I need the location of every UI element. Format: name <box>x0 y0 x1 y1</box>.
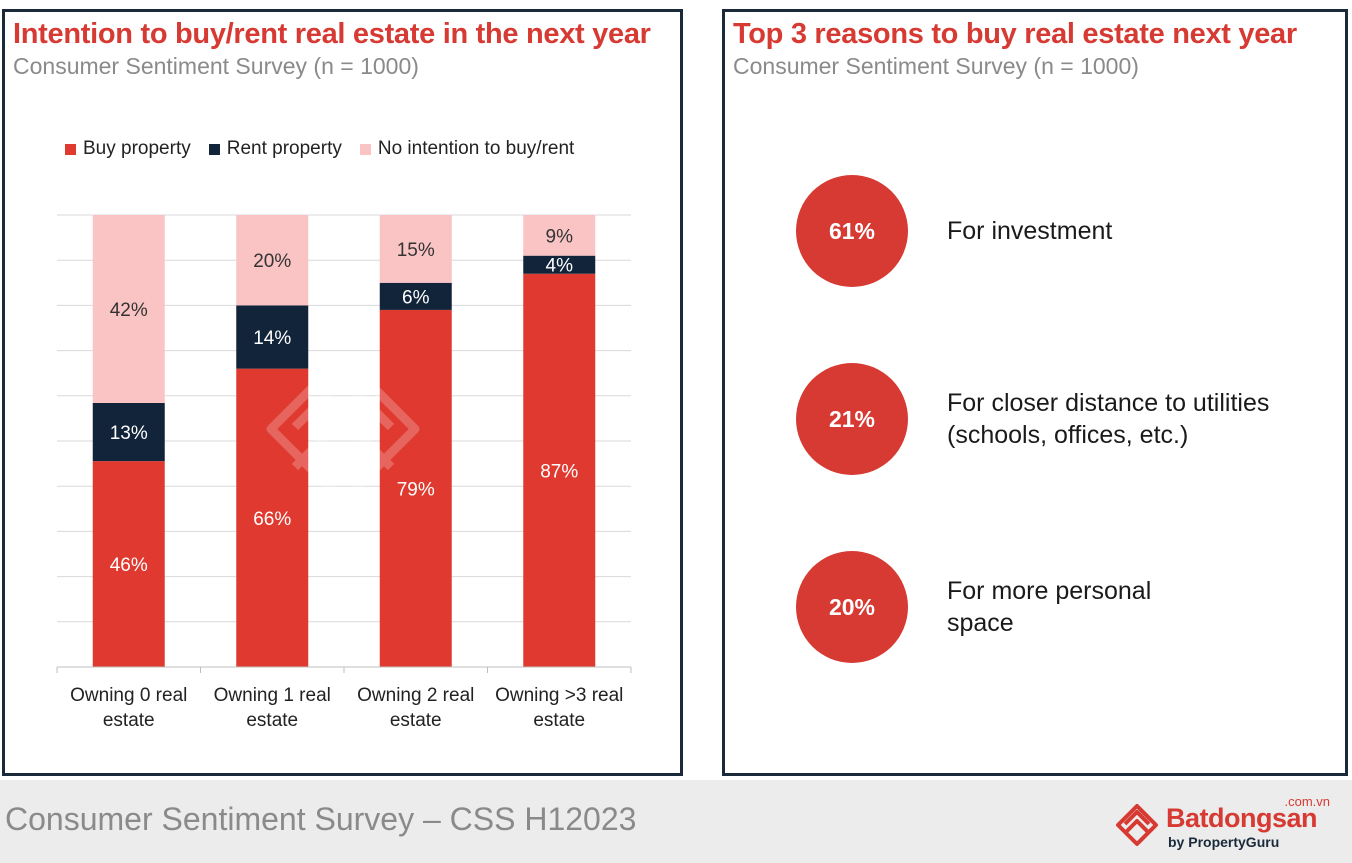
category-label: Owning >3 real <box>495 685 623 706</box>
data-label: 13% <box>110 423 148 444</box>
reasons-title: Top 3 reasons to buy real estate next ye… <box>733 18 1297 50</box>
chart-legend: Buy property Rent property No intention … <box>65 138 592 160</box>
data-label: 46% <box>110 555 148 576</box>
chart-subtitle: Consumer Sentiment Survey (n = 1000) <box>13 53 419 79</box>
reason-3-text: For more personal space <box>947 575 1151 639</box>
watermark-chevron <box>291 414 395 471</box>
data-label: 15% <box>397 240 435 261</box>
watermark-logo-icon <box>266 352 420 506</box>
bar-segment <box>92 402 165 462</box>
data-label: 79% <box>397 479 435 500</box>
bars <box>92 215 596 667</box>
bar-segment <box>379 215 452 283</box>
category-label: estate <box>246 710 298 731</box>
category-label: estate <box>390 710 442 731</box>
bar-segment <box>92 461 165 667</box>
category-label: Owning 0 real <box>70 685 187 706</box>
reason-1-text: For investment <box>947 215 1112 247</box>
legend-swatch-buy <box>65 143 76 155</box>
reason-1-line1: For investment <box>947 217 1113 245</box>
legend-item-buy: Buy property <box>65 138 191 160</box>
footer: Consumer Sentiment Survey – CSS H12023 .… <box>0 780 1352 863</box>
watermark-diamond <box>266 352 420 506</box>
data-label: 6% <box>402 287 430 308</box>
reason-2-line1: For closer distance to utilities <box>947 389 1270 417</box>
chart-panel: Intention to buy/rent real estate in the… <box>2 9 683 776</box>
brand-subtitle: by PropertyGuru <box>1168 834 1280 850</box>
stacked-bar-chart: 46% 13% 42% 66% 14% 20% 79% 6% 15% 87% 4% 9% Owning… <box>56 214 632 731</box>
category-label: Owning 1 real <box>214 685 331 706</box>
reason-3-percent-badge: 20% <box>796 551 908 663</box>
data-label: 14% <box>253 328 291 349</box>
data-label: 42% <box>110 300 148 321</box>
reasons-subtitle: Consumer Sentiment Survey (n = 1000) <box>733 53 1139 79</box>
data-labels: 46% 13% 42% 66% 14% 20% 79% 6% 15% 87% 4% 9% <box>110 226 579 576</box>
bar-segment <box>92 215 165 403</box>
chart-title: Intention to buy/rent real estate in the… <box>13 18 651 50</box>
bar-segment <box>236 305 309 369</box>
data-label: 66% <box>253 509 291 530</box>
data-label: 87% <box>540 461 578 482</box>
legend-label-buy: Buy property <box>83 138 191 159</box>
legend-item-rent: Rent property <box>208 138 342 160</box>
footer-text: Consumer Sentiment Survey – CSS H12023 <box>5 801 637 837</box>
brand-tld: .com.vn <box>1284 794 1330 809</box>
brand-name: Batdongsan <box>1166 803 1318 833</box>
bar-segment <box>523 255 596 274</box>
reason-3-line1: For more personal <box>947 577 1152 605</box>
reason-2-percent-badge: 21% <box>796 363 908 475</box>
x-axis: Owning 0 real estate Owning 1 real estate Ow… <box>56 666 632 731</box>
bar-segment <box>523 273 596 667</box>
bar-segment <box>379 309 452 667</box>
legend-label-rent: Rent property <box>226 138 342 159</box>
batdongsan-logo-icon <box>1116 804 1158 846</box>
bar-segment <box>379 282 452 310</box>
reason-1-percent-badge: 61% <box>796 175 908 287</box>
bar-segment <box>236 368 309 667</box>
watermark-chevron <box>291 374 395 431</box>
bar-segment <box>523 215 596 256</box>
legend-swatch-rent <box>208 143 220 155</box>
reason-2-text: For closer distance to utilities (school… <box>947 387 1269 451</box>
legend-label-no-intention: No intention to buy/rent <box>377 138 575 159</box>
bar-segment <box>236 215 309 306</box>
reasons-panel: Top 3 reasons to buy real estate next ye… <box>722 9 1348 776</box>
legend-item-no-intention: No intention to buy/rent <box>359 138 575 160</box>
data-label: 20% <box>253 251 291 272</box>
category-label: estate <box>103 710 155 731</box>
brand-logo: .com.vn Batdongsan by PropertyGuru <box>1112 794 1332 854</box>
data-label: 4% <box>546 256 574 277</box>
category-label: Owning 2 real <box>357 685 474 706</box>
data-label: 9% <box>546 226 574 247</box>
reason-2-line2: (schools, offices, etc.) <box>947 421 1189 449</box>
category-label: estate <box>533 710 585 731</box>
legend-swatch-no-intention <box>359 143 371 155</box>
reason-3-line2: space <box>947 609 1014 637</box>
